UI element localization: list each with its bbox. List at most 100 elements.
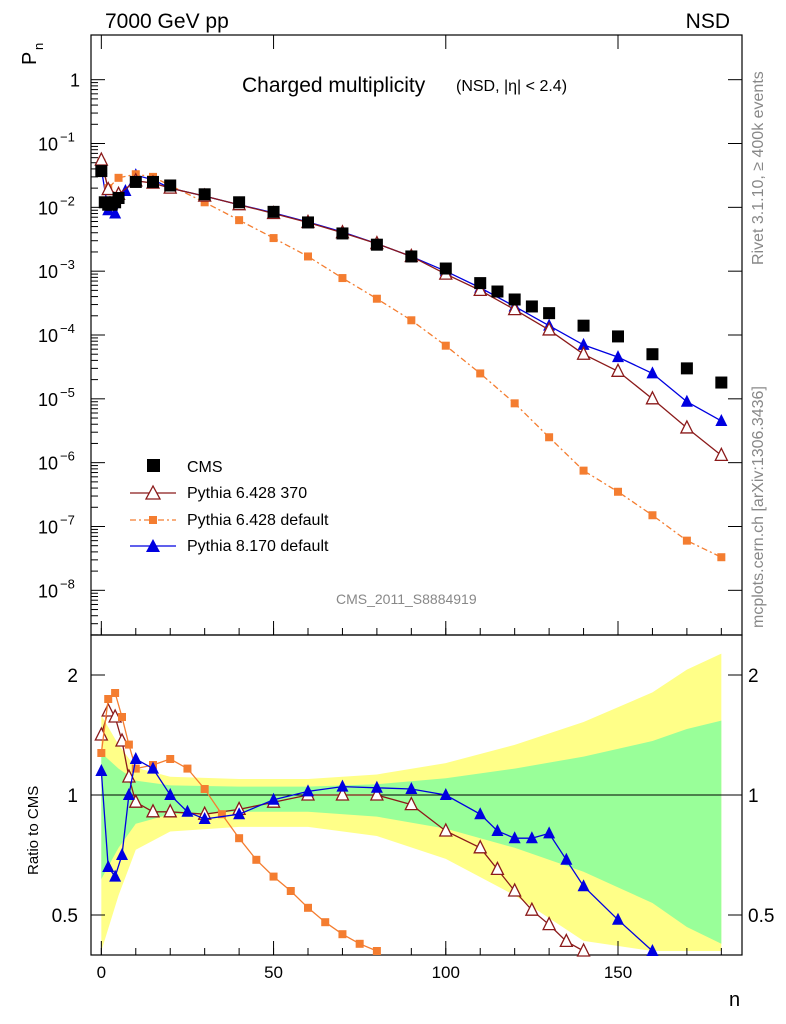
data-point [473, 281, 488, 297]
ratio-point [336, 779, 349, 792]
ratio-point [559, 932, 574, 948]
ratio-point [525, 831, 538, 844]
data-point [545, 433, 554, 442]
header-left: 7000 GeV pp [105, 10, 229, 33]
y-tick-label: 10 [38, 581, 58, 601]
data-marks [94, 151, 729, 957]
data-point [147, 175, 159, 188]
ratio-point [491, 824, 504, 836]
legend-label-py6-default: Pythia 6.428 default [187, 512, 329, 529]
y-tick-label-exp: −4 [60, 321, 75, 336]
data-point [439, 262, 452, 275]
data-point [372, 294, 381, 303]
ratio-point [111, 689, 120, 697]
data-point [370, 238, 383, 251]
ratio-point [183, 764, 192, 773]
ratio-point [560, 852, 573, 865]
legend-marker-py8 [146, 539, 160, 552]
data-point [645, 390, 660, 405]
x-tick-label: 150 [604, 963, 632, 982]
ratio-point [124, 740, 133, 749]
ratio-point [524, 901, 539, 916]
data-point [610, 362, 626, 377]
ratio-point [217, 810, 226, 819]
chart-title-suffix: (NSD, |η| < 2.4) [456, 78, 567, 95]
ratio-point [369, 786, 384, 801]
x-tick-label: 100 [432, 963, 460, 982]
data-point [129, 175, 142, 188]
ratio-point [97, 749, 106, 757]
data-point [233, 196, 246, 209]
side-text-rivet: Rivet 3.1.10, ≥ 400k events [750, 71, 767, 265]
data-point [577, 337, 590, 350]
y-tick-label: 10 [38, 198, 58, 218]
ratio-point [304, 903, 312, 912]
data-point [267, 205, 280, 218]
ratio-tick-label-right: 1 [748, 786, 759, 807]
data-point [612, 330, 624, 343]
y-tick-label: 10 [38, 262, 58, 282]
data-point [680, 394, 693, 407]
y-tick-label: 10 [38, 517, 58, 537]
data-point [525, 300, 538, 313]
data-point [95, 165, 108, 178]
y-tick-label: 10 [38, 454, 58, 474]
ratio-point [128, 793, 143, 808]
data-point [508, 293, 521, 306]
y-tick-label-exp: −8 [60, 576, 75, 591]
side-text-mcplots: mcplots.cern.ch [arXiv:1306.3436] [750, 386, 767, 628]
ratio-point [101, 702, 116, 717]
ratio-point [438, 822, 453, 837]
ratio-point [338, 930, 347, 939]
series-line [100, 168, 722, 422]
y-tick-label-exp: −7 [60, 512, 75, 527]
data-point [304, 252, 312, 261]
ratio-tick-label-right: 0.5 [748, 906, 774, 927]
ratio-point [474, 807, 487, 820]
data-point [715, 376, 728, 389]
data-point [441, 341, 450, 350]
ratio-point [198, 812, 211, 824]
ratio-point [335, 786, 350, 801]
ratio-point [116, 848, 128, 860]
y-axis-label-sub: n [31, 43, 46, 50]
ratio-point [131, 764, 140, 773]
ratio-point [267, 792, 280, 805]
data-point [269, 234, 278, 243]
data-point [94, 151, 109, 166]
ratio-point [102, 860, 115, 872]
legend-label-py8: Pythia 8.170 default [187, 538, 329, 555]
data-point [476, 369, 485, 378]
ratio-tick-label: 1 [67, 786, 78, 807]
data-point [714, 446, 729, 462]
data-point [338, 274, 347, 283]
data-point [715, 413, 728, 426]
header-right: NSD [686, 10, 730, 33]
chart-title: Charged multiplicity [242, 74, 426, 97]
y-tick-label-exp: −1 [60, 130, 75, 145]
ratio-point [147, 761, 159, 774]
ratio-point [439, 788, 452, 800]
ratio-point [118, 713, 126, 721]
data-point [407, 316, 416, 325]
data-point [112, 192, 125, 205]
y-tick-label-exp: −2 [60, 193, 75, 208]
ratio-point [542, 916, 557, 931]
data-point [576, 345, 591, 360]
ratio-point [321, 918, 330, 927]
ratio-point [166, 755, 175, 763]
data-point [474, 277, 487, 290]
ratio-point [577, 879, 590, 892]
ratio-point [181, 804, 194, 817]
legend-marker-cms [147, 459, 160, 472]
legend-marker-py6-default [149, 516, 157, 524]
data-point [648, 511, 657, 520]
ratio-point [370, 780, 383, 793]
ratio-point [508, 831, 521, 844]
legend: CMS Pythia 6.428 370 Pythia 6.428 defaul… [130, 459, 329, 555]
y-tick-label-exp: −3 [60, 257, 75, 272]
ratio-point [200, 785, 209, 793]
data-point [200, 198, 209, 207]
data-point [101, 181, 116, 196]
